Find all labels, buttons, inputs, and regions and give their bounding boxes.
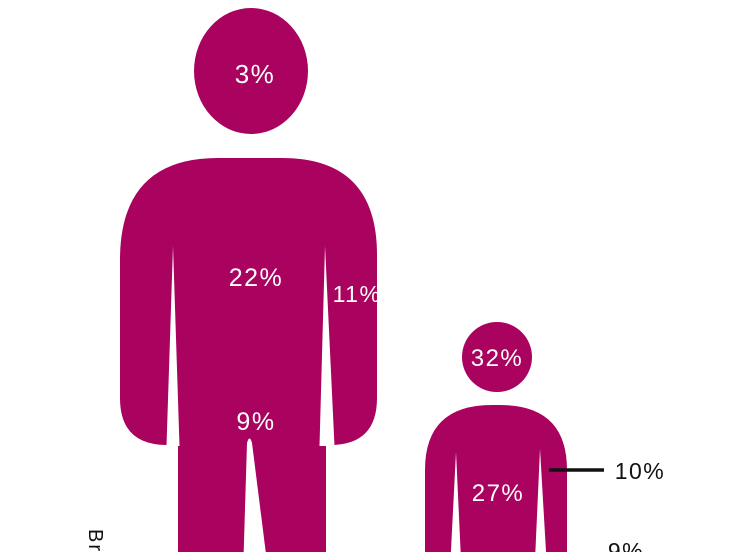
large-head-label: 3% — [235, 59, 276, 89]
bottom-edge-partial-label: 9% — [608, 538, 644, 552]
large-arm-label: 11% — [333, 281, 382, 307]
large-figure-head — [194, 8, 308, 134]
large-torso-label: 22% — [229, 264, 284, 292]
small-figure — [425, 322, 567, 552]
callout-arm-label: 10% — [615, 458, 666, 484]
small-figure-labels: 32% 27% — [471, 345, 525, 507]
vertical-caption-fragment: Br — [84, 529, 106, 552]
large-figure-cutouts — [166, 246, 335, 552]
large-figure-left-arm-gap — [166, 246, 180, 446]
small-figure-right-arm-gap — [535, 449, 547, 552]
small-figure-head — [462, 322, 532, 392]
small-figure-left-arm-gap — [450, 452, 461, 552]
small-figure-body — [425, 405, 567, 552]
small-torso-label: 27% — [472, 480, 525, 507]
small-figure-cutouts — [450, 449, 547, 552]
large-figure-labels: 3% 22% 11% 9% — [229, 59, 382, 436]
small-head-label: 32% — [471, 345, 524, 372]
large-figure-right-arm-gap — [319, 246, 335, 446]
large-groin-label: 9% — [236, 408, 275, 436]
large-figure-leg-gap — [243, 438, 266, 552]
